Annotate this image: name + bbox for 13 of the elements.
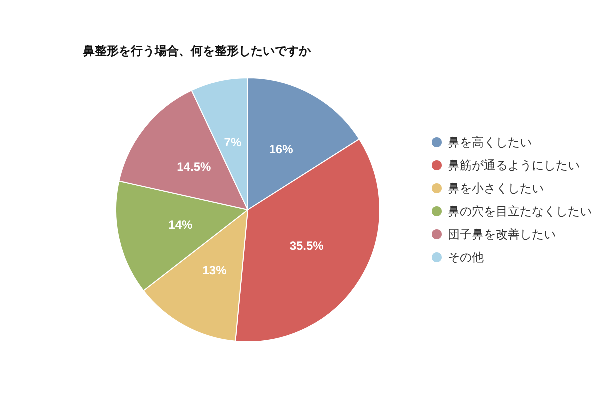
data-label: 35.5% (290, 239, 324, 254)
legend-label: 団子鼻を改善したい (448, 228, 556, 242)
data-label: 14.5% (177, 160, 212, 174)
legend-label: 鼻を小さくしたい (448, 182, 544, 196)
legend-label: 鼻を高くしたい (448, 136, 532, 150)
chart-title: 鼻整形を行う場合、何を整形したいですか (82, 44, 312, 58)
data-label: 16% (269, 142, 294, 157)
legend-label: 鼻筋が通るようにしたい (448, 158, 580, 172)
data-label: 14% (168, 218, 193, 232)
legend-label: その他 (448, 250, 484, 264)
data-label: 13% (202, 263, 228, 278)
legend-label: 鼻の穴を目立たなくしたい (448, 204, 592, 218)
data-label: 7% (224, 136, 242, 150)
